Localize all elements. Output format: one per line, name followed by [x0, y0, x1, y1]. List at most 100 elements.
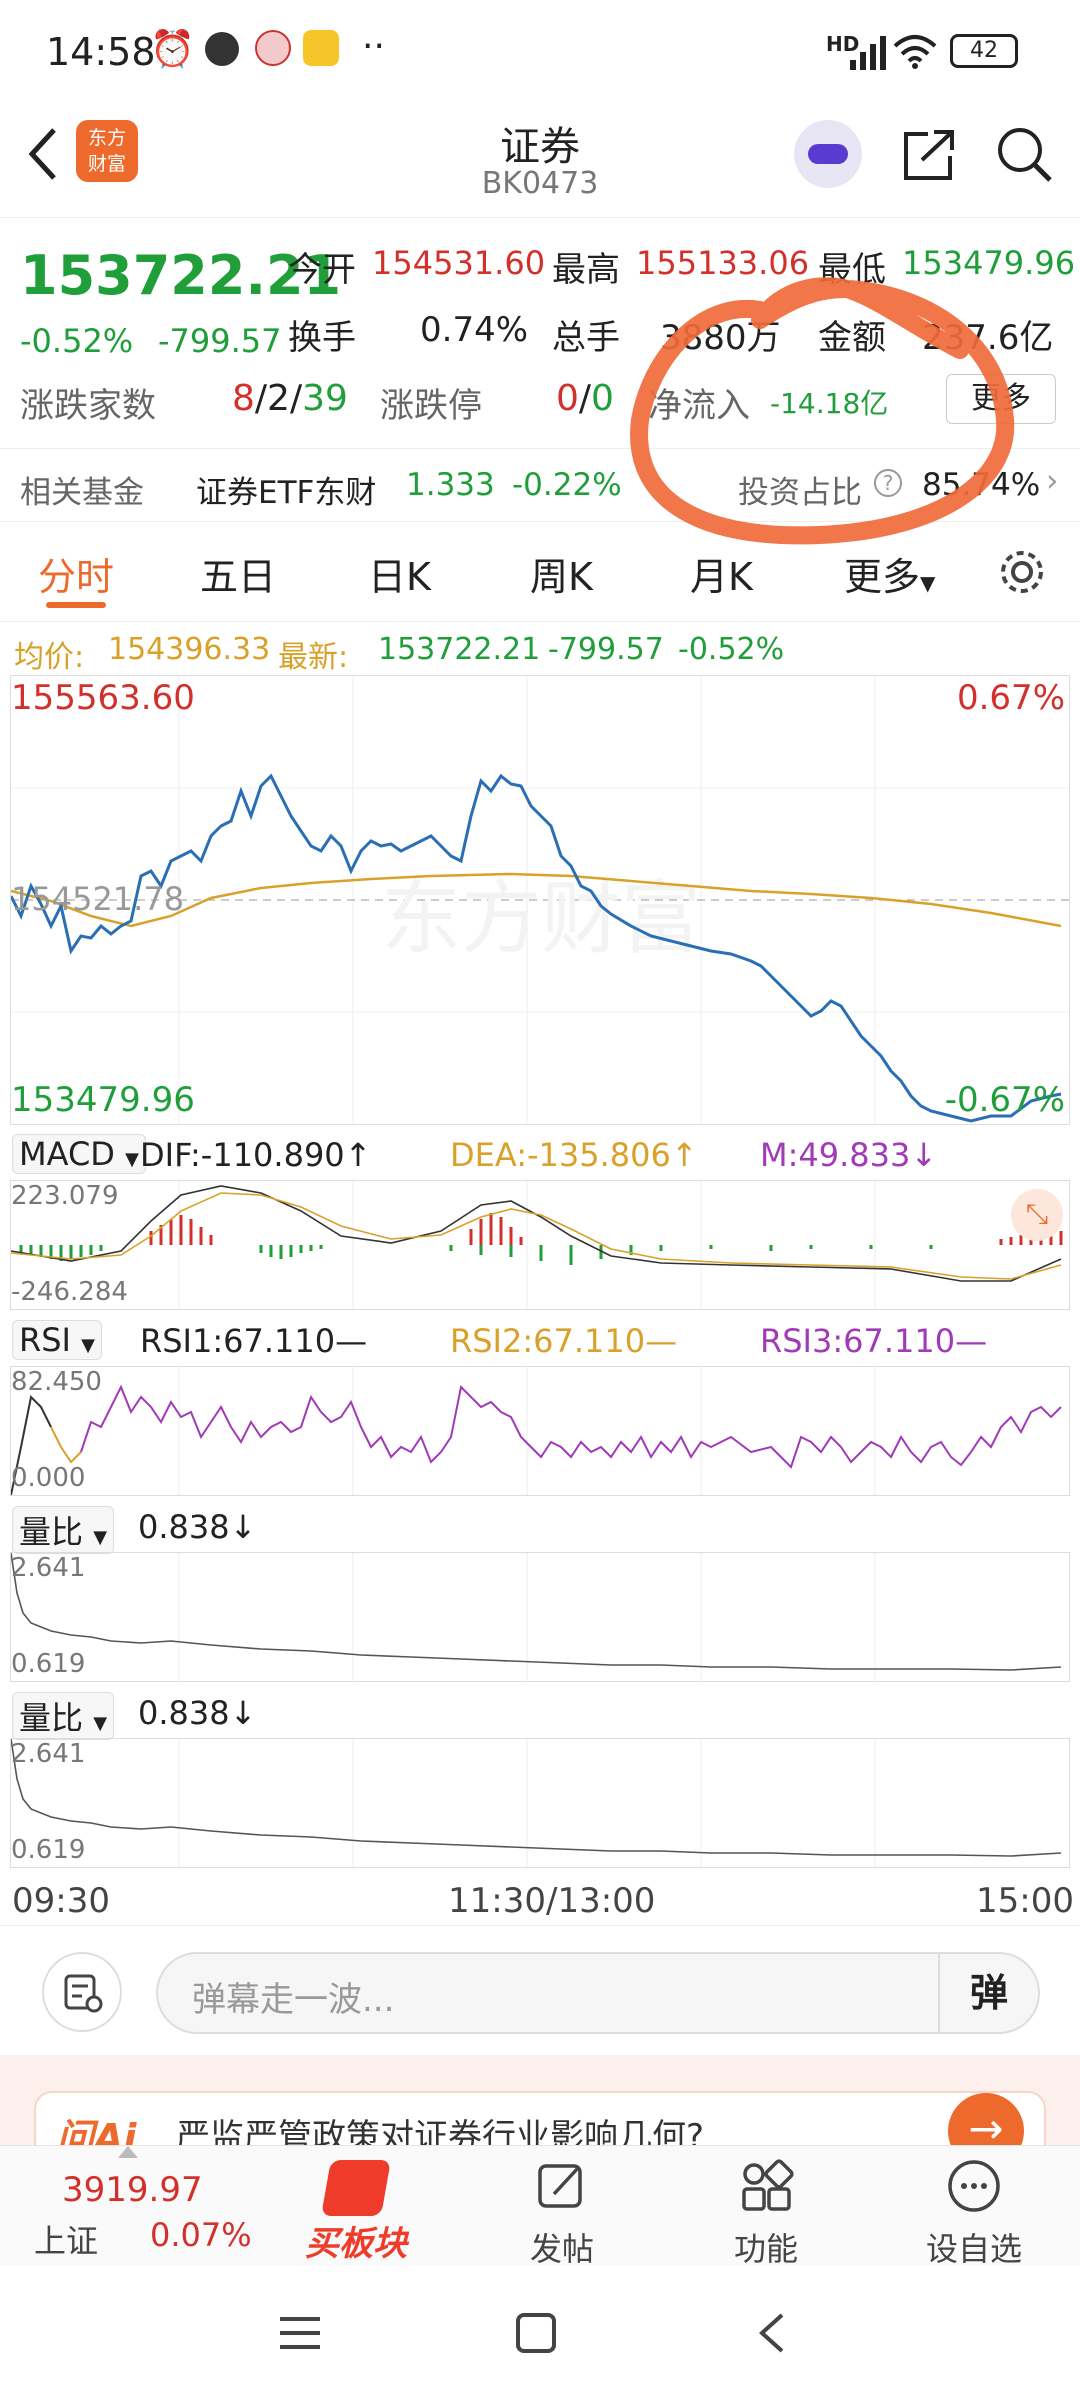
app-notification-icon-2 — [303, 30, 339, 66]
limit-values: 0/0 — [556, 378, 614, 419]
search-icon[interactable] — [994, 124, 1056, 186]
vr1-top: 2.641 — [11, 1553, 86, 1583]
top-nav: 东方 财富 证券 BK0473 — [0, 100, 1080, 218]
rsi-selector[interactable]: RSI ▼ — [12, 1320, 102, 1360]
macd-panel[interactable]: 223.079 -246.284 ⤡ — [10, 1180, 1070, 1310]
danmu-list-icon[interactable] — [42, 1952, 122, 2032]
breadth-flat: 2 — [267, 378, 290, 419]
ai-question: 严监严管政策对证券行业影响几何? — [176, 2117, 705, 2145]
logo-text-2: 财富 — [87, 153, 126, 175]
logo-text-1: 东方 — [87, 127, 126, 149]
help-icon[interactable]: ? — [874, 469, 902, 497]
rsi-panel[interactable]: 82.450 0.000 — [10, 1366, 1070, 1496]
time-start: 09:30 — [12, 1881, 110, 1921]
share-icon[interactable] — [900, 126, 960, 184]
intraday-chart[interactable]: 东方财富 155563.60 0.67% 154521.78 153479.96… — [10, 675, 1070, 1125]
ai-question-bar[interactable]: 问Ai 严监严管政策对证券行业影响几何? → — [0, 2055, 1080, 2145]
tab-more-label: 更多 — [844, 555, 921, 599]
related-fund-row[interactable]: 相关基金 证券ETF东财 1.333 -0.22% 投资占比 ? 85.74% … — [0, 448, 1080, 522]
dropdown-icon: ▼ — [920, 571, 936, 595]
breadth-up: 8 — [232, 378, 255, 419]
tab-daily-k[interactable]: 日K — [368, 555, 431, 599]
tab-five-day[interactable]: 五日 — [200, 555, 277, 599]
chart-bottom-pct: -0.67% — [944, 1080, 1065, 1120]
fund-pct: -0.22% — [512, 467, 622, 503]
time-axis: 09:30 11:30/13:00 15:00 — [0, 1875, 1080, 1925]
open-label: 今开 — [288, 250, 356, 290]
index-ticker[interactable]: 3919.97 上证 0.07% — [0, 2146, 252, 2266]
current-price: 153722.21 — [20, 244, 342, 307]
macd-selector[interactable]: MACD ▼ — [12, 1134, 146, 1174]
time-mid: 11:30/13:00 — [448, 1881, 656, 1921]
change-percent: -0.52% — [20, 322, 134, 360]
nav-add-watchlist[interactable]: 设自选 — [874, 2156, 1074, 2270]
period-tabs: 分时 五日 日K 周K 月K 更多▼ — [0, 522, 1080, 622]
more-circle-icon — [948, 2160, 1000, 2212]
tab-monthly-k[interactable]: 月K — [690, 555, 753, 599]
home-icon[interactable] — [514, 2311, 558, 2355]
expand-icon[interactable]: ⤡ — [1011, 1189, 1063, 1241]
wifi-icon — [893, 35, 937, 69]
nav-buy-board[interactable]: 买板块 — [256, 2156, 456, 2265]
chart-top-pct: 0.67% — [956, 678, 1065, 718]
grid-icon — [742, 2159, 794, 2211]
danmu-input[interactable]: 弹幕走一波... 弹 — [156, 1952, 1040, 2034]
macd-header: MACD ▼ DIF:-110.890↑ DEA:-135.806↑ M:49.… — [0, 1130, 1080, 1178]
volume-ratio-header-1: 量比 ▼ 0.838↓ — [0, 1502, 1080, 1554]
back-nav-icon[interactable] — [752, 2309, 792, 2357]
last-label: 最新: — [278, 640, 349, 675]
vr2-top: 2.641 — [11, 1739, 86, 1769]
last-change-amt: -799.57 — [548, 632, 664, 667]
low-value: 153479.96 — [902, 244, 1076, 282]
tab-intraday[interactable]: 分时 — [38, 555, 115, 599]
volume-ratio-value-1: 0.838↓ — [138, 1508, 257, 1546]
settings-gear-icon[interactable] — [996, 546, 1048, 598]
rsi-chart-svg — [11, 1367, 1062, 1495]
chart-bottom-price: 153479.96 — [11, 1080, 195, 1120]
macd-dif: DIF:-110.890↑ — [140, 1136, 372, 1174]
turnover-value: 0.74% — [420, 310, 529, 350]
macd-chart-svg — [11, 1181, 1063, 1309]
tab-weekly-k[interactable]: 周K — [530, 555, 593, 599]
time-end: 15:00 — [976, 1881, 1074, 1921]
arrow-right-icon[interactable]: → — [948, 2093, 1024, 2145]
dropdown-icon: ▼ — [125, 1149, 139, 1170]
volume-ratio-panel-2[interactable]: 2.641 0.619 — [10, 1738, 1070, 1868]
breadth-values: 8/2/39 — [232, 378, 348, 419]
vr1-bottom: 0.619 — [11, 1649, 86, 1679]
tab-more[interactable]: 更多▼ — [844, 546, 935, 601]
system-nav-bar — [0, 2265, 1080, 2400]
volume-ratio-selector-1[interactable]: 量比 ▼ — [12, 1506, 115, 1554]
rsi-2: RSI2:67.110— — [450, 1322, 678, 1360]
nav-post-label: 发帖 — [529, 2230, 594, 2268]
rsi-top: 82.450 — [11, 1367, 102, 1397]
app-notification-icon — [205, 32, 239, 66]
vr1-selector-label: 量比 — [19, 1513, 84, 1551]
app-logo[interactable]: 东方 财富 — [76, 120, 138, 182]
ai-card[interactable]: 问Ai 严监严管政策对证券行业影响几何? → — [34, 2091, 1046, 2145]
nav-function[interactable]: 功能 — [666, 2156, 866, 2270]
volume-ratio-selector-2[interactable]: 量比 ▼ — [12, 1692, 115, 1740]
svg-text:东方财富: 东方财富 — [381, 872, 701, 965]
back-icon[interactable] — [22, 124, 62, 184]
macd-m: M:49.833↓ — [760, 1136, 938, 1174]
danmu-toggle-button[interactable]: 弹 — [938, 1954, 1038, 2032]
bottom-nav: 3919.97 上证 0.07% 买板块 发帖 功能 设自选 — [0, 2145, 1080, 2268]
battery-level: 42 — [970, 38, 998, 63]
last-change-pct: -0.52% — [678, 632, 785, 667]
dropdown-icon: ▼ — [93, 1527, 108, 1548]
index-pct: 0.07% — [150, 2216, 252, 2254]
menu-icon[interactable] — [276, 2311, 324, 2355]
more-button[interactable]: 更多 — [946, 374, 1056, 424]
ai-assistant-icon[interactable] — [794, 120, 862, 188]
fund-name[interactable]: 证券ETF东财 — [196, 475, 377, 511]
danmu-placeholder: 弹幕走一波... — [192, 1980, 395, 2020]
rsi-selector-label: RSI — [19, 1321, 71, 1359]
nav-post[interactable]: 发帖 — [462, 2156, 662, 2270]
fund-label: 相关基金 — [20, 475, 144, 511]
fund-price: 1.333 — [406, 467, 495, 503]
amount-value: 237.6亿 — [922, 318, 1054, 358]
avatar-notification-icon — [255, 30, 291, 66]
turnover-label: 换手 — [288, 318, 356, 358]
volume-ratio-panel-1[interactable]: 2.641 0.619 — [10, 1552, 1070, 1682]
